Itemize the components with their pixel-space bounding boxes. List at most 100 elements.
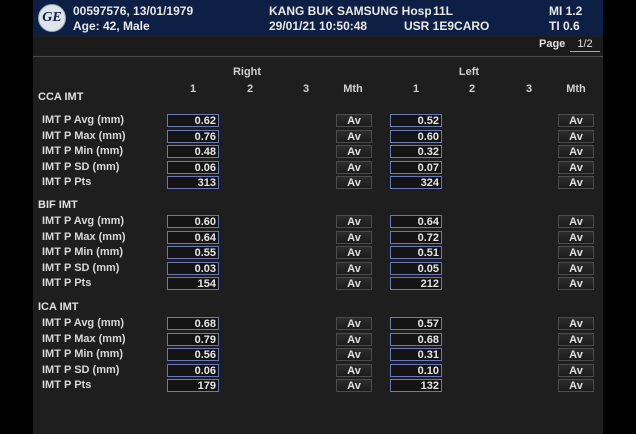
thermal-index: TI 0.6 <box>549 19 580 33</box>
right-value-field[interactable]: 0.62 <box>167 114 219 127</box>
right-value-field[interactable]: 0.79 <box>167 333 219 346</box>
right-value-field[interactable]: 0.68 <box>167 317 219 330</box>
measurement-label: IMT P SD (mm) <box>42 262 120 274</box>
measurement-label: IMT P Min (mm) <box>42 246 124 258</box>
right-method-button[interactable]: Av <box>336 348 372 361</box>
left-value-field[interactable]: 212 <box>390 277 442 290</box>
measurement-label: IMT P Max (mm) <box>42 333 126 345</box>
right-method-button[interactable]: Av <box>336 114 372 127</box>
left-value-field[interactable]: 0.32 <box>390 145 442 158</box>
left-method-button[interactable]: Av <box>558 379 594 392</box>
right-method-button[interactable]: Av <box>336 145 372 158</box>
measurement-label: IMT P Avg (mm) <box>42 114 125 126</box>
right-value-field[interactable]: 0.03 <box>167 262 219 275</box>
right-method-button[interactable]: Av <box>336 333 372 346</box>
left-column-header: Left <box>458 66 480 78</box>
left-value-field[interactable]: 0.05 <box>390 262 442 275</box>
patient-id: 00597576, 13/01/1979 <box>73 4 194 18</box>
left-value-field[interactable]: 0.51 <box>390 246 442 259</box>
measurement-label: IMT P Pts <box>42 176 92 188</box>
right-value-field[interactable]: 0.06 <box>167 161 219 174</box>
right-measure-2-header: 2 <box>246 83 254 95</box>
left-method-button[interactable]: Av <box>558 348 594 361</box>
measurement-label: IMT P SD (mm) <box>42 364 120 376</box>
ge-logo-icon: GE <box>38 4 66 32</box>
right-method-button[interactable]: Av <box>336 317 372 330</box>
right-method-button[interactable]: Av <box>336 246 372 259</box>
left-method-button[interactable]: Av <box>558 114 594 127</box>
right-value-field[interactable]: 0.56 <box>167 348 219 361</box>
page-number-field[interactable]: 1/2 <box>570 38 600 52</box>
left-method-button[interactable]: Av <box>558 145 594 158</box>
right-value-field[interactable]: 0.60 <box>167 215 219 228</box>
measurement-label: IMT P Avg (mm) <box>42 215 125 227</box>
hospital-name: KANG BUK SAMSUNG Hosp <box>269 4 431 18</box>
section-title: CCA IMT <box>38 91 84 103</box>
section-title: ICA IMT <box>38 301 79 313</box>
patient-age-sex: Age: 42, Male <box>73 19 150 33</box>
measurement-label: IMT P Max (mm) <box>42 231 126 243</box>
measurement-label: IMT P Max (mm) <box>42 130 126 142</box>
divider <box>33 56 603 57</box>
left-method-button[interactable]: Av <box>558 333 594 346</box>
page-label: Page <box>539 38 566 50</box>
measurement-label: IMT P Min (mm) <box>42 145 124 157</box>
left-value-field[interactable]: 0.10 <box>390 364 442 377</box>
right-method-button[interactable]: Av <box>336 215 372 228</box>
left-measure-3-header: 3 <box>525 83 533 95</box>
measurement-label: IMT P Pts <box>42 277 92 289</box>
exam-datetime: 29/01/21 10:50:48 <box>269 19 368 33</box>
left-method-header: Mth <box>566 83 586 95</box>
left-value-field[interactable]: 0.07 <box>390 161 442 174</box>
right-method-header: Mth <box>343 83 363 95</box>
right-method-button[interactable]: Av <box>336 161 372 174</box>
mechanical-index: MI 1.2 <box>549 4 583 18</box>
probe-name: 11L <box>433 4 454 18</box>
right-value-field[interactable]: 313 <box>167 176 219 189</box>
left-value-field[interactable]: 0.68 <box>390 333 442 346</box>
user-id: USR 1E9CARO <box>404 19 490 33</box>
left-method-button[interactable]: Av <box>558 130 594 143</box>
right-value-field[interactable]: 179 <box>167 379 219 392</box>
left-value-field[interactable]: 0.60 <box>390 130 442 143</box>
left-value-field[interactable]: 0.52 <box>390 114 442 127</box>
left-value-field[interactable]: 0.57 <box>390 317 442 330</box>
right-method-button[interactable]: Av <box>336 364 372 377</box>
right-value-field[interactable]: 0.55 <box>167 246 219 259</box>
section-title: BIF IMT <box>38 199 78 211</box>
right-value-field[interactable]: 0.64 <box>167 231 219 244</box>
measurement-label: IMT P Pts <box>42 379 92 391</box>
left-method-button[interactable]: Av <box>558 277 594 290</box>
left-method-button[interactable]: Av <box>558 215 594 228</box>
measurement-label: IMT P SD (mm) <box>42 161 120 173</box>
right-value-field[interactable]: 0.48 <box>167 145 219 158</box>
left-method-button[interactable]: Av <box>558 231 594 244</box>
right-method-button[interactable]: Av <box>336 277 372 290</box>
right-value-field[interactable]: 0.76 <box>167 130 219 143</box>
left-method-button[interactable]: Av <box>558 246 594 259</box>
left-measure-1-header: 1 <box>412 83 420 95</box>
measurement-label: IMT P Avg (mm) <box>42 317 125 329</box>
left-value-field[interactable]: 0.72 <box>390 231 442 244</box>
left-method-button[interactable]: Av <box>558 262 594 275</box>
right-method-button[interactable]: Av <box>336 379 372 392</box>
report-screen <box>33 0 603 434</box>
right-method-button[interactable]: Av <box>336 231 372 244</box>
right-method-button[interactable]: Av <box>336 262 372 275</box>
left-value-field[interactable]: 132 <box>390 379 442 392</box>
right-method-button[interactable]: Av <box>336 176 372 189</box>
right-method-button[interactable]: Av <box>336 130 372 143</box>
left-method-button[interactable]: Av <box>558 364 594 377</box>
page-bar <box>33 37 603 54</box>
right-value-field[interactable]: 0.06 <box>167 364 219 377</box>
left-measure-2-header: 2 <box>468 83 476 95</box>
left-value-field[interactable]: 324 <box>390 176 442 189</box>
left-method-button[interactable]: Av <box>558 176 594 189</box>
right-value-field[interactable]: 154 <box>167 277 219 290</box>
left-value-field[interactable]: 0.31 <box>390 348 442 361</box>
right-measure-3-header: 3 <box>302 83 310 95</box>
left-method-button[interactable]: Av <box>558 317 594 330</box>
left-method-button[interactable]: Av <box>558 161 594 174</box>
left-value-field[interactable]: 0.64 <box>390 215 442 228</box>
right-measure-1-header: 1 <box>189 83 197 95</box>
